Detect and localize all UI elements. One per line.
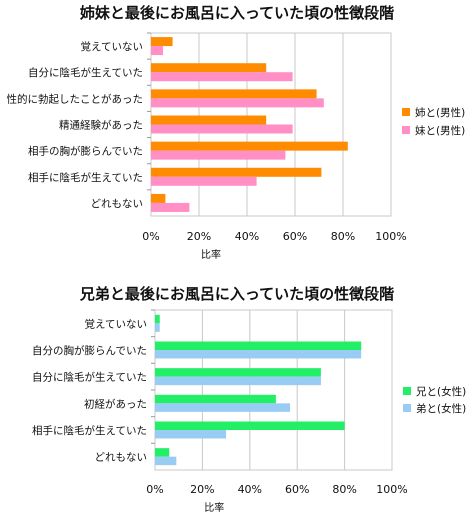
category-label: 精通経験があった	[59, 119, 143, 132]
legend-label: 兄と(女性)	[416, 385, 466, 398]
bar-series-1	[151, 167, 322, 177]
category-label: 自分の胸が膨らんでいた	[32, 344, 147, 357]
bar-series-1	[155, 421, 345, 430]
bar-series-2	[155, 430, 227, 439]
bar-series-2	[151, 98, 324, 108]
x-tick-label: 0%	[146, 483, 163, 496]
legend-swatch	[402, 108, 410, 116]
plot-frame	[154, 309, 393, 471]
category-label: 相手に陰毛が生えていた	[32, 424, 147, 437]
chart-title: 姉妹と最後にお風呂に入っていた頃の性徴段階	[80, 4, 394, 22]
x-tick-label: 0%	[142, 230, 159, 243]
category-label: 覚えていない	[81, 40, 143, 53]
x-axis-label: 比率	[204, 501, 224, 514]
bar-series-1	[151, 63, 267, 73]
legend-label: 姉と(男性)	[415, 106, 465, 119]
x-tick-label: 60%	[285, 483, 309, 496]
bar-series-1	[151, 115, 267, 125]
category-label: 覚えていない	[85, 317, 147, 330]
category-label: 相手の胸が膨らんでいた	[28, 145, 143, 158]
bar-series-1	[155, 341, 362, 350]
bar-series-2	[151, 124, 293, 134]
category-label: 初経があった	[84, 397, 147, 410]
x-tick-label: 40%	[235, 230, 259, 243]
bar-series-2	[155, 456, 177, 466]
legend-label: 妹と(男性)	[415, 124, 465, 137]
bar-series-2	[151, 150, 286, 160]
bar-series-2	[155, 376, 321, 386]
x-tick-label: 20%	[187, 230, 211, 243]
category-label: 自分に陰毛が生えていた	[32, 371, 147, 384]
x-tick-label: 100%	[375, 230, 406, 243]
bar-series-1	[155, 314, 160, 324]
x-tick-label: 60%	[283, 230, 307, 243]
category-label: どれもない	[95, 452, 148, 464]
bar-series-2	[151, 176, 257, 186]
x-tick-label: 40%	[238, 483, 262, 496]
bar-series-1	[151, 193, 166, 203]
bar-series-2	[155, 323, 160, 332]
bar-series-2	[151, 72, 293, 82]
legend-swatch	[402, 126, 410, 134]
bar-series-2	[151, 202, 190, 212]
legend-label: 弟と(女性)	[416, 402, 466, 415]
category-label: 自分に陰毛が生えていた	[28, 66, 143, 79]
bar-series-2	[155, 350, 362, 359]
legend-swatch	[403, 404, 411, 412]
bar-series-1	[151, 141, 348, 151]
category-label: 性的に勃起したことがあった	[7, 92, 144, 105]
bar-series-2	[155, 403, 291, 412]
bar-series-1	[155, 368, 321, 377]
bar-series-1	[155, 448, 170, 457]
bar-series-1	[155, 394, 276, 404]
x-tick-label: 80%	[331, 230, 355, 243]
category-label: どれもない	[91, 198, 144, 210]
category-label: 相手に陰毛が生えていた	[28, 171, 143, 184]
legend-swatch	[403, 387, 411, 395]
bar-series-1	[151, 37, 173, 47]
x-tick-label: 100%	[376, 483, 407, 496]
bar-series-2	[151, 46, 163, 56]
x-tick-label: 80%	[332, 483, 356, 496]
bar-series-1	[151, 89, 317, 99]
chart-title: 兄弟と最後にお風呂に入っていた頃の性徴段階	[79, 285, 394, 303]
x-tick-label: 20%	[190, 483, 214, 496]
x-axis-label: 比率	[201, 248, 221, 261]
